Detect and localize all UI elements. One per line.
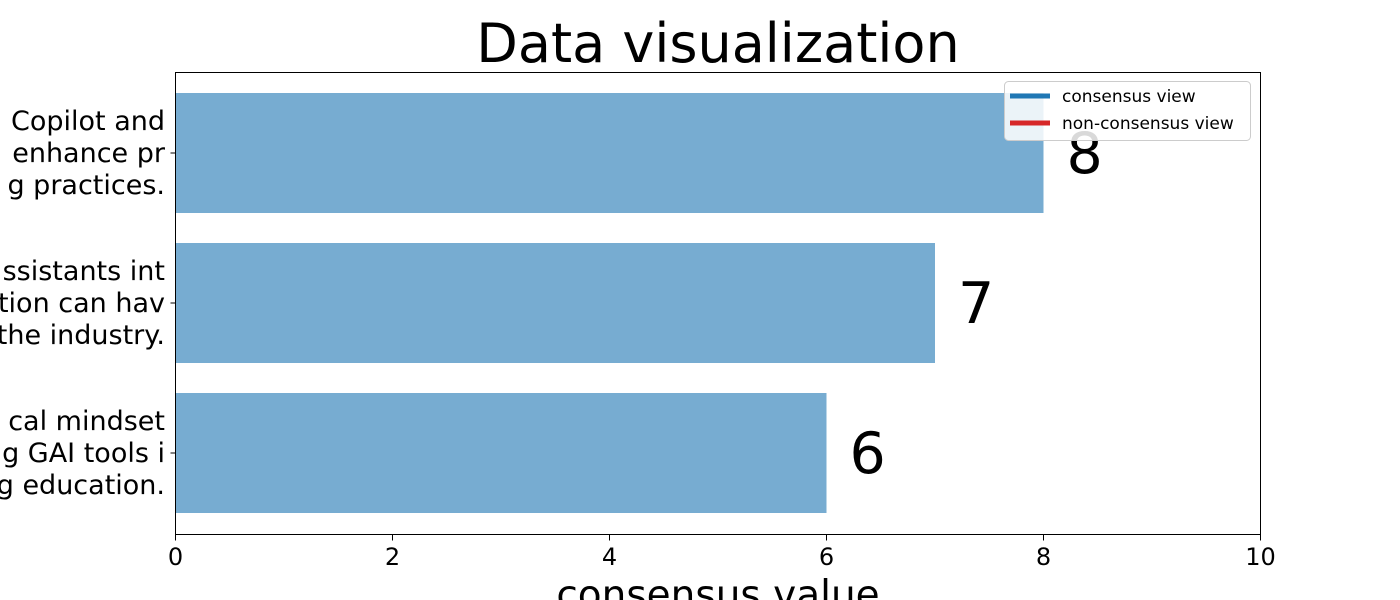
- x-axis-label: consensus value: [556, 573, 879, 600]
- x-tick-label: 6: [819, 543, 834, 571]
- category-label: tion can hav: [0, 288, 165, 319]
- data-label: 7: [958, 271, 994, 337]
- bar: [175, 393, 827, 513]
- category-label: enhance pr: [12, 138, 166, 169]
- x-tick-label: 10: [1245, 543, 1276, 571]
- legend-label: consensus view: [1062, 87, 1196, 107]
- category-label: g practices.: [7, 170, 165, 201]
- category-label: Copilot and: [11, 106, 165, 137]
- category-label: cal mindset: [8, 406, 165, 437]
- category-label: g GAI tools i: [2, 438, 165, 469]
- legend: consensus view non-consensus view: [1004, 81, 1251, 141]
- legend-frame: [1004, 81, 1251, 141]
- category-label: ssistants int: [3, 256, 165, 287]
- data-label: 6: [850, 421, 886, 487]
- x-tick-label: 2: [385, 543, 400, 571]
- legend-label: non-consensus view: [1062, 114, 1234, 134]
- x-tick-label: 0: [168, 543, 183, 571]
- category-label: g education.: [0, 470, 165, 501]
- bar: [175, 93, 1044, 213]
- x-tick-label: 4: [602, 543, 617, 571]
- bar: [175, 243, 935, 363]
- x-tick-label: 8: [1036, 543, 1051, 571]
- chart-title: Data visualization: [476, 12, 959, 75]
- category-label: the industry.: [0, 320, 165, 351]
